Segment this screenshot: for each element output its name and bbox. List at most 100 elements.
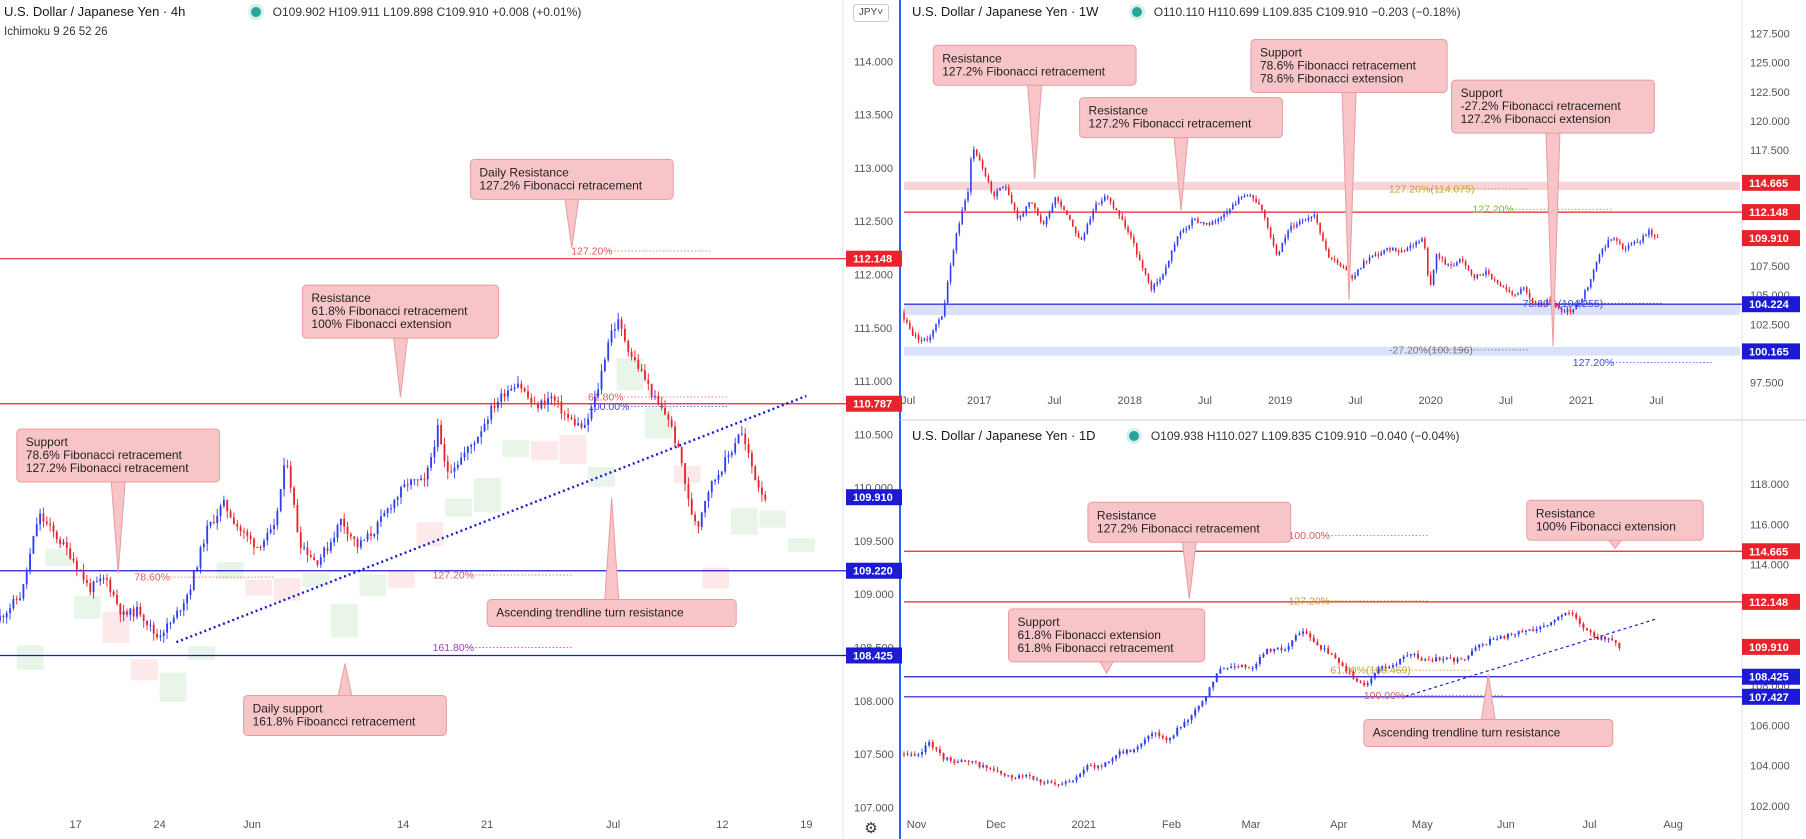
d1-candle-body bbox=[1100, 765, 1103, 767]
d1-candle-body bbox=[974, 761, 977, 763]
w1-candle-body bbox=[923, 338, 926, 341]
h4-candle-body bbox=[684, 463, 686, 485]
h4-candle-body bbox=[420, 478, 422, 481]
w1-candle-body bbox=[1313, 214, 1316, 217]
h4-candle-body bbox=[119, 603, 122, 615]
h4-x-tick-label: 14 bbox=[397, 819, 409, 831]
d1-x-tick-label: Mar bbox=[1241, 819, 1260, 831]
h4-candle-body bbox=[296, 504, 299, 533]
currency-selector-button[interactable]: JPY˅ bbox=[853, 4, 889, 22]
w1-candle-body bbox=[1441, 257, 1444, 259]
w1-candle-body bbox=[1330, 257, 1333, 260]
d1-y-tick-label: 114.000 bbox=[1750, 560, 1789, 572]
h4-symbol-title[interactable]: U.S. Dollar / Japanese Yen · 4h bbox=[4, 4, 186, 19]
callout-text: Support bbox=[26, 435, 69, 449]
d1-candle-body bbox=[1488, 638, 1491, 645]
h4-candle-body bbox=[697, 521, 700, 527]
h4-candle-body bbox=[159, 635, 162, 638]
h4-candle-body bbox=[637, 360, 640, 369]
w1-candle-body bbox=[1485, 270, 1487, 275]
h4-indicator-label[interactable]: Ichimoku 9 26 52 26 bbox=[4, 26, 108, 38]
w1-candle-body bbox=[1438, 254, 1441, 258]
w1-candle-body bbox=[1127, 227, 1129, 233]
w1-candle-body bbox=[1511, 291, 1513, 295]
w1-y-tick-label: 125.000 bbox=[1750, 58, 1790, 70]
w1-candle-body bbox=[1458, 259, 1461, 263]
w1-symbol-title[interactable]: U.S. Dollar / Japanese Yen · 1W bbox=[912, 4, 1099, 19]
d1-candle-body bbox=[1230, 666, 1233, 669]
ichimoku-cloud-segment bbox=[359, 574, 387, 596]
d1-annotation-callout[interactable]: Ascending trendline turn resistance bbox=[1363, 674, 1614, 747]
h4-annotation-callout[interactable]: Ascending trendline turn resistance bbox=[486, 498, 737, 628]
w1-candle-body bbox=[1360, 268, 1362, 270]
w1-x-tick-label: Jul bbox=[901, 395, 915, 407]
h4-candle-body bbox=[92, 581, 95, 592]
d1-trendline bbox=[1405, 618, 1657, 697]
h4-candle-body bbox=[446, 461, 449, 472]
h4-candle-body bbox=[634, 356, 636, 361]
w1-annotation-callout[interactable]: Support-27.2% Fibonacci retracement127.2… bbox=[1451, 79, 1655, 347]
h4-fib-label: 127.20% bbox=[571, 246, 612, 258]
w1-candle-body bbox=[1031, 202, 1033, 204]
w1-candle-body bbox=[914, 335, 917, 337]
d1-candle-body bbox=[1028, 775, 1031, 777]
w1-price-tag bbox=[1742, 343, 1800, 360]
h4-candle-body bbox=[670, 419, 673, 427]
d1-candle-body bbox=[1539, 626, 1542, 630]
d1-candle-body bbox=[1312, 637, 1315, 643]
w1-candle-body bbox=[1016, 210, 1019, 219]
h4-candle-body bbox=[266, 532, 269, 541]
d1-candle-body bbox=[1578, 618, 1581, 624]
chart-settings-button[interactable]: ⚙ bbox=[862, 820, 880, 838]
w1-candle-body bbox=[1156, 281, 1158, 285]
d1-x-tick-label: Apr bbox=[1330, 819, 1347, 831]
w1-candle-body bbox=[1400, 250, 1403, 253]
w1-fib-label: 127.20%(114.075) bbox=[1389, 183, 1475, 195]
h4-candle-body bbox=[253, 538, 255, 548]
ichimoku-cloud-segment bbox=[502, 440, 530, 458]
d1-candle-body bbox=[1280, 647, 1283, 651]
h4-candle-body bbox=[142, 614, 145, 621]
w1-candle-body bbox=[946, 282, 949, 303]
d1-candle-body bbox=[1485, 644, 1488, 646]
d1-symbol-title[interactable]: U.S. Dollar / Japanese Yen · 1D bbox=[912, 428, 1096, 443]
w1-candle-body bbox=[1362, 261, 1365, 269]
h4-candle-body bbox=[480, 431, 483, 437]
h4-candle-body bbox=[567, 413, 570, 418]
h4-candle-body bbox=[640, 368, 643, 371]
h4-candle-body bbox=[376, 522, 379, 535]
w1-candle-body bbox=[1496, 280, 1499, 284]
w1-candle-body bbox=[1444, 258, 1447, 265]
d1-candle-body bbox=[1248, 667, 1251, 669]
d1-candle-body bbox=[1305, 631, 1308, 634]
d1-candle-body bbox=[989, 767, 992, 769]
w1-candle-body bbox=[1246, 195, 1249, 197]
h4-candle-body bbox=[169, 623, 172, 625]
d1-x-tick-label: Aug bbox=[1663, 819, 1683, 831]
h4-candle-body bbox=[233, 517, 235, 524]
d1-candle-body bbox=[1413, 653, 1416, 655]
w1-candle-body bbox=[1336, 260, 1339, 264]
w1-candle-body bbox=[1621, 243, 1624, 249]
w1-candle-body bbox=[929, 336, 931, 341]
d1-x-tick-label: Jul bbox=[1582, 819, 1596, 831]
h4-candle-body bbox=[199, 547, 202, 568]
w1-candle-body bbox=[1130, 232, 1132, 238]
w1-candle-body bbox=[1022, 213, 1025, 217]
w1-candle-body bbox=[1287, 230, 1289, 238]
d1-candle-body bbox=[1442, 658, 1445, 661]
d1-candle-body bbox=[1417, 653, 1420, 659]
w1-candle-body bbox=[1502, 286, 1505, 288]
w1-candle-body bbox=[1118, 210, 1121, 217]
d1-candle-body bbox=[953, 760, 956, 763]
